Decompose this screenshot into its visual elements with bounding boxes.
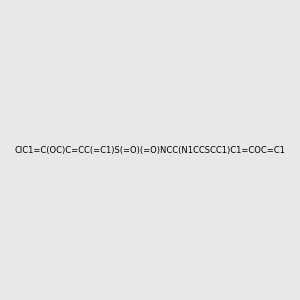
Text: ClC1=C(OC)C=CC(=C1)S(=O)(=O)NCC(N1CCSCC1)C1=COC=C1: ClC1=C(OC)C=CC(=C1)S(=O)(=O)NCC(N1CCSCC1… [15,146,285,154]
